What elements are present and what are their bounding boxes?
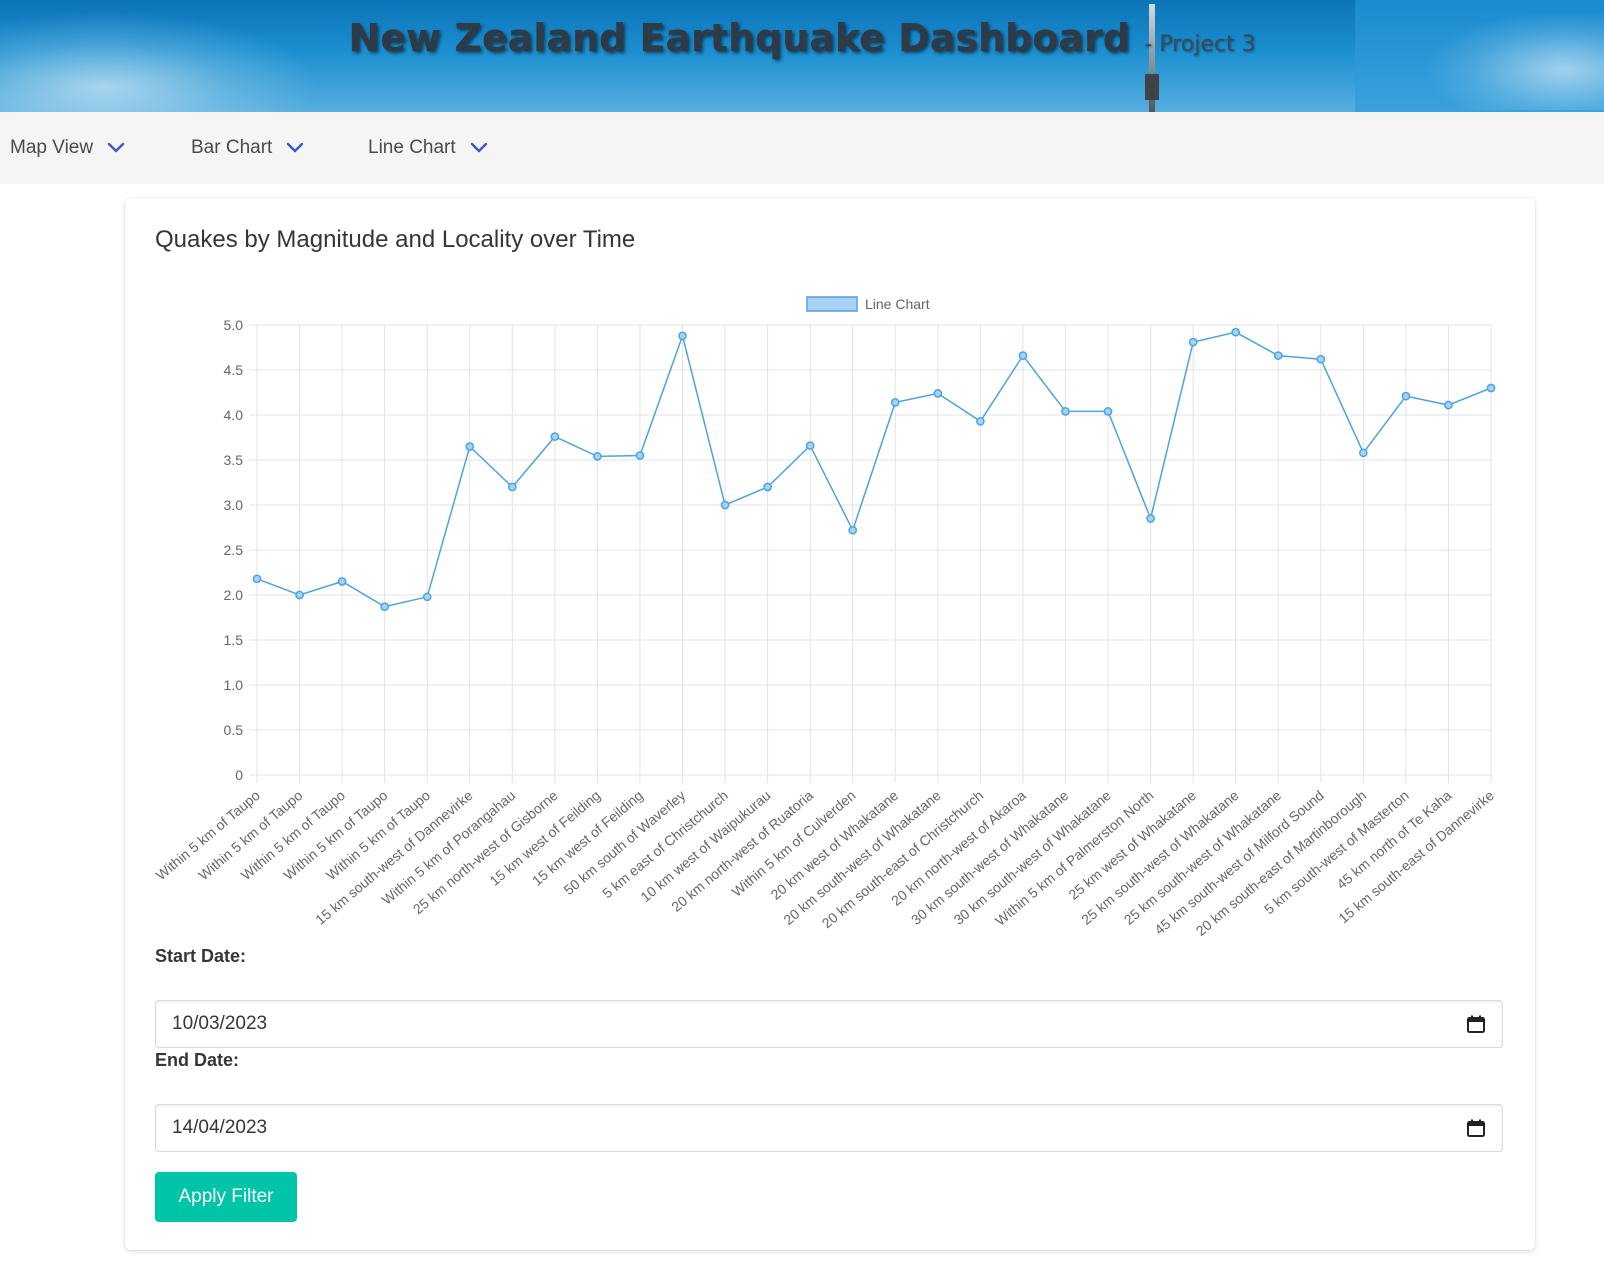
data-point: [422, 592, 432, 602]
header-title-group: New Zealand Earthquake Dashboard - Proje…: [0, 16, 1604, 60]
y-tick-label: 4.0: [224, 407, 244, 423]
data-point: [1061, 407, 1070, 416]
data-point: [678, 331, 687, 341]
apply-filter-button[interactable]: Apply Filter: [155, 1172, 297, 1222]
end-date-label: End Date:: [155, 1050, 240, 1070]
data-point: [1146, 514, 1155, 523]
chevron-down-icon: [287, 142, 304, 153]
data-point: [720, 500, 730, 510]
data-point: [337, 577, 347, 586]
start-date-input[interactable]: 10/03/2023: [155, 1000, 1503, 1048]
nav-bar-chart[interactable]: Bar Chart: [191, 112, 304, 184]
y-tick-label: 2.5: [224, 542, 244, 558]
sky-tower-image: [1145, 4, 1159, 112]
series-line: [256, 331, 1492, 608]
y-tick-label: 0: [235, 767, 243, 783]
y-tick-label: 3.5: [224, 452, 244, 468]
data-point: [1273, 351, 1283, 360]
data-point: [1103, 407, 1113, 416]
y-tick-label: 4.5: [224, 362, 244, 378]
legend-label: Line Chart: [865, 296, 930, 312]
data-point: [1188, 337, 1198, 347]
data-point: [890, 398, 900, 407]
nav-item-label: Map View: [10, 137, 94, 158]
data-point: [1486, 383, 1496, 393]
chevron-down-icon: [107, 142, 125, 153]
data-point: [465, 442, 475, 451]
start-date-label: Start Date:: [155, 946, 247, 966]
chevron-down-icon: [470, 142, 487, 153]
data-point: [848, 525, 858, 535]
data-point: [976, 416, 985, 426]
navbar: Map View Bar Chart Line Chart: [0, 112, 1604, 184]
y-tick-label: 1.5: [224, 632, 244, 648]
legend-swatch: [806, 296, 858, 312]
end-date-input[interactable]: 14/04/2023: [155, 1104, 1503, 1152]
end-date-value: 14/04/2023: [172, 1117, 268, 1138]
y-tick-label: 0.5: [224, 722, 244, 738]
chart-card: Quakes by Magnitude and Locality over Ti…: [125, 198, 1535, 1250]
header-banner: New Zealand Earthquake Dashboard - Proje…: [0, 0, 1604, 112]
page-subtitle: - Project 3: [1144, 32, 1256, 57]
start-date-value: 10/03/2023: [172, 1013, 268, 1034]
cloud-decoration: [1355, 0, 1604, 112]
y-tick-label: 5.0: [224, 317, 244, 333]
data-point: [1401, 391, 1411, 401]
data-point: [763, 482, 772, 492]
nav-item-label: Line Chart: [368, 137, 456, 158]
y-tick-label: 2.0: [224, 587, 244, 603]
data-point: [295, 590, 304, 600]
data-point: [1358, 448, 1368, 458]
chart-card-title: Quakes by Magnitude and Locality over Ti…: [155, 226, 636, 253]
y-tick-label: 1.0: [224, 677, 244, 693]
calendar-icon[interactable]: [1466, 1014, 1486, 1034]
data-point: [252, 574, 262, 584]
data-point: [507, 482, 517, 492]
data-point: [1018, 351, 1028, 360]
nav-item-label: Bar Chart: [191, 137, 273, 158]
y-tick-label: 3.0: [224, 497, 244, 513]
calendar-icon[interactable]: [1466, 1118, 1486, 1138]
x-tick-label: 15 km south-east of Dannevirke: [1335, 787, 1497, 926]
data-point: [805, 441, 815, 450]
cloud-decoration: [0, 10, 320, 112]
data-point: [380, 602, 390, 612]
page-title: New Zealand Earthquake Dashboard: [348, 16, 1130, 60]
data-point: [1316, 354, 1326, 364]
data-point: [635, 451, 645, 460]
data-point: [933, 389, 943, 398]
data-point: [1231, 327, 1241, 337]
data-point: [1444, 400, 1453, 410]
data-point: [550, 432, 560, 441]
data-point: [593, 452, 602, 461]
nav-map-view[interactable]: Map View: [10, 112, 125, 184]
nav-line-chart[interactable]: Line Chart: [368, 112, 488, 184]
